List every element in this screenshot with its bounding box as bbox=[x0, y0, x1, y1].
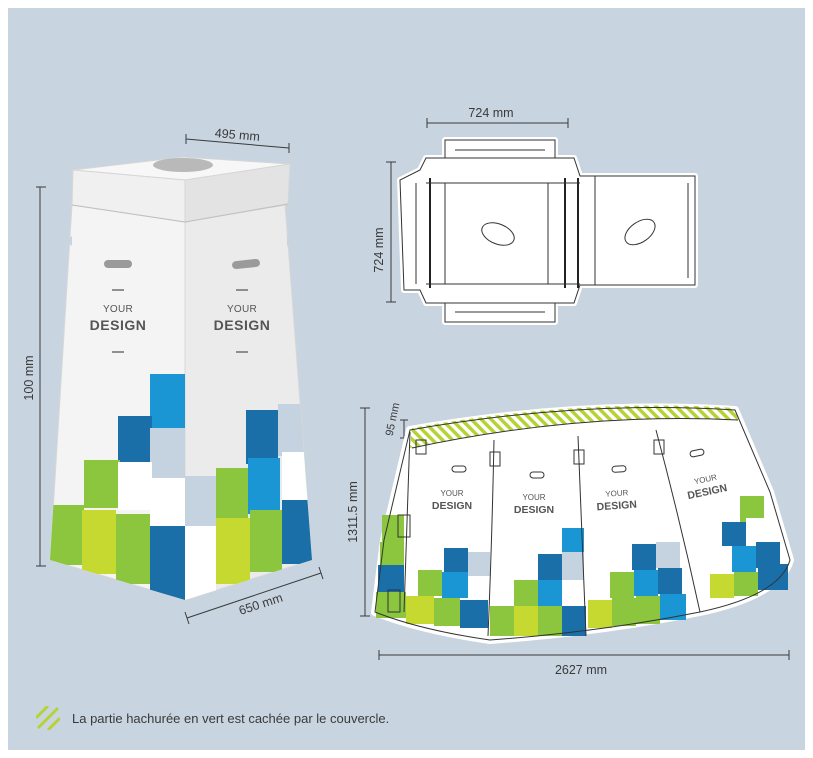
body-handle-3 bbox=[611, 465, 627, 473]
lid-hole-outline-1 bbox=[481, 222, 515, 246]
base-dimension-tick-left bbox=[184, 611, 190, 625]
body-slot-2 bbox=[489, 451, 501, 467]
top-dimension-label: 495 mm bbox=[214, 126, 260, 144]
height-dimension-label: 100 mm bbox=[22, 355, 36, 400]
body-fold-2 bbox=[487, 439, 495, 637]
lid-edge-right bbox=[184, 203, 289, 223]
hatch-legend-icon bbox=[36, 706, 60, 730]
lid-edge-left bbox=[71, 204, 186, 223]
box-right-face-tiles bbox=[185, 404, 312, 600]
lid-dieline: 724 mm 724 mm bbox=[372, 106, 698, 325]
box-right-handle bbox=[232, 258, 260, 270]
box-left-handle bbox=[104, 260, 132, 268]
panel-width-label: 2627 mm bbox=[555, 663, 607, 677]
top-dimension-line bbox=[185, 138, 290, 149]
box-left-face-tiles bbox=[50, 374, 185, 600]
lid-depth-label: 724 mm bbox=[372, 227, 386, 272]
base-dimension-label: 650 mm bbox=[237, 591, 284, 618]
panel-height-label: 1311.5 mm bbox=[346, 481, 360, 543]
body-tab-1 bbox=[397, 514, 411, 538]
lid-center-panel bbox=[444, 182, 549, 285]
design-your-left: YOUR bbox=[103, 304, 133, 315]
body-dieline-tiles bbox=[376, 496, 788, 636]
body-design-your-1: YOUR bbox=[440, 489, 463, 498]
body-design-your-3: YOUR bbox=[605, 488, 629, 499]
lid-dieline-cutline bbox=[399, 139, 696, 323]
design-design-right: DESIGN bbox=[214, 317, 271, 333]
body-fold-3 bbox=[577, 435, 587, 637]
body-tab-2 bbox=[387, 589, 401, 613]
box-left-notch bbox=[66, 236, 72, 246]
base-dimension-tick-right bbox=[318, 566, 324, 580]
body-dieline: 2627 mm 1311.5 mm 95 mm bbox=[346, 402, 794, 677]
legend-text: La partie hachurée en vert est cachée pa… bbox=[72, 710, 390, 726]
design-design-left: DESIGN bbox=[90, 317, 147, 333]
body-fold-1 bbox=[403, 431, 411, 613]
body-design-your-2: YOUR bbox=[522, 493, 545, 502]
body-handle-1 bbox=[451, 465, 467, 473]
hatched-hidden-band bbox=[410, 405, 738, 448]
body-design-design-2: DESIGN bbox=[514, 504, 554, 516]
body-design-design-3: DESIGN bbox=[596, 499, 637, 514]
body-slot-1 bbox=[415, 439, 427, 455]
design-your-right: YOUR bbox=[227, 304, 257, 315]
lid-hole-outline-2 bbox=[624, 218, 656, 246]
body-design-design-1: DESIGN bbox=[432, 500, 472, 512]
hatch-height-label: 95 mm bbox=[384, 402, 403, 437]
body-handle-2 bbox=[529, 471, 545, 479]
body-handle-4 bbox=[689, 448, 705, 458]
body-slot-4 bbox=[653, 439, 665, 455]
base-dimension-line bbox=[186, 572, 322, 619]
body-dieline-cutline bbox=[374, 407, 791, 641]
box-3d-illustration: 100 mm 495 mm 650 mm bbox=[22, 126, 324, 625]
body-hatch-boundary bbox=[411, 418, 739, 449]
lid-width-label: 724 mm bbox=[468, 106, 513, 120]
body-fold-4 bbox=[655, 429, 701, 613]
box-right-notch bbox=[287, 236, 293, 246]
legend: La partie hachurée en vert est cachée pa… bbox=[36, 706, 389, 730]
lid-hole bbox=[153, 158, 213, 172]
body-slot-3 bbox=[573, 449, 585, 465]
